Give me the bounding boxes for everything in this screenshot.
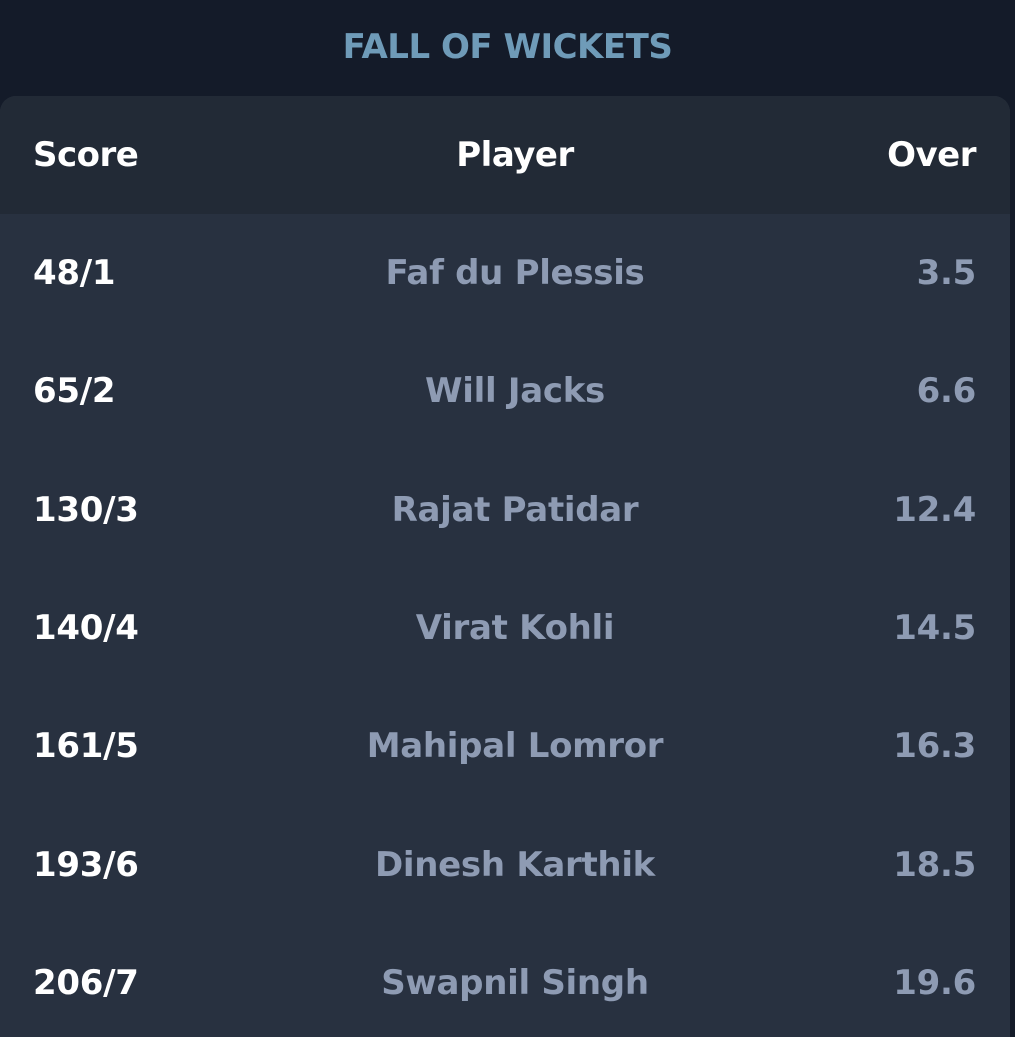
table-row: 140/4 Virat Kohli 14.5	[0, 569, 1010, 687]
table-row: 206/7 Swapnil Singh 19.6	[0, 924, 1010, 1037]
score-cell: 48/1	[33, 253, 116, 294]
player-cell[interactable]: Dinesh Karthik	[374, 844, 656, 885]
player-cell[interactable]: Rajat Patidar	[391, 489, 639, 530]
over-cell: 18.5	[893, 844, 976, 885]
player-cell[interactable]: Will Jacks	[425, 371, 605, 412]
score-cell: 65/2	[33, 371, 116, 412]
score-cell: 193/6	[33, 844, 139, 885]
score-cell: 140/4	[33, 608, 139, 649]
player-cell[interactable]: Faf du Plessis	[385, 253, 645, 294]
over-cell: 16.3	[893, 726, 976, 767]
player-cell[interactable]: Virat Kohli	[415, 608, 615, 649]
table-row: 130/3 Rajat Patidar 12.4	[0, 451, 1010, 569]
score-cell: 130/3	[33, 489, 139, 530]
player-cell[interactable]: Swapnil Singh	[381, 962, 649, 1003]
table-row: 193/6 Dinesh Karthik 18.5	[0, 805, 1010, 923]
player-cell[interactable]: Mahipal Lomror	[366, 726, 664, 767]
header-over: Over	[887, 135, 976, 175]
table-row: 48/1 Faf du Plessis 3.5	[0, 214, 1010, 332]
over-cell: 3.5	[916, 253, 977, 294]
table-header: Score Player Over	[0, 96, 1010, 214]
section-title: FALL OF WICKETS	[342, 27, 673, 67]
over-cell: 14.5	[893, 608, 976, 649]
over-cell: 19.6	[893, 962, 976, 1003]
header-score: Score	[33, 135, 139, 175]
table-row: 65/2 Will Jacks 6.6	[0, 332, 1010, 450]
table-row: 161/5 Mahipal Lomror 16.3	[0, 687, 1010, 805]
over-cell: 6.6	[916, 371, 977, 412]
score-cell: 206/7	[33, 962, 139, 1003]
fall-of-wickets-table: Score Player Over 48/1 Faf du Plessis 3.…	[0, 96, 1010, 1037]
over-cell: 12.4	[893, 489, 976, 530]
score-cell: 161/5	[33, 726, 139, 767]
header-player: Player	[456, 135, 574, 175]
